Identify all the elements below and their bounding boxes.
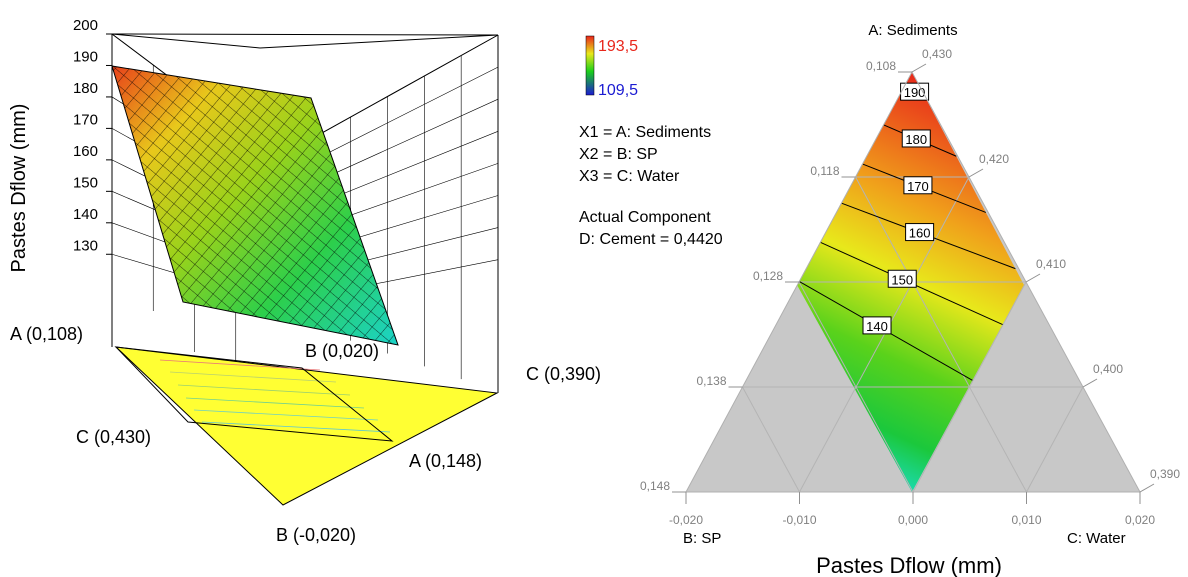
- contour-label: 190: [904, 85, 926, 100]
- contour-label-box: [905, 223, 935, 242]
- contour-label-box: [862, 316, 892, 335]
- legend-line-6: D: Cement = 0,4420: [579, 231, 723, 248]
- base-contours: [159, 359, 391, 433]
- box-edge: [111, 33, 499, 36]
- left-tick-label: 0,118: [810, 164, 839, 178]
- contour-label-box: [901, 129, 931, 148]
- legend-line-2: X2 = B: SP: [579, 146, 658, 163]
- legend-line-1: X1 = A: Sediments: [579, 124, 711, 141]
- base-triangle: [114, 346, 499, 506]
- z-axis-label: Pastes Dflow (mm): [8, 104, 30, 273]
- base-feasible-outline: [114, 346, 394, 442]
- right-tick-label: 0,410: [1036, 257, 1066, 271]
- right-tick-label: 0,400: [1093, 362, 1123, 376]
- ternary-grid-line: [855, 176, 1027, 492]
- contour-label-box: [903, 176, 933, 195]
- z-tick-label: 160: [73, 143, 98, 160]
- z-tick-label: 200: [73, 17, 98, 34]
- right-tick-mark: [968, 168, 984, 178]
- right-tick-label: 0,430: [922, 47, 952, 61]
- z-tick-label: 170: [73, 111, 98, 128]
- z-tick-label: 130: [73, 237, 98, 254]
- color-bar: [585, 35, 595, 96]
- z-axis-ticks: 200 190 180 170 160 150 140 130: [73, 17, 112, 255]
- vertex-label-b-high: B (0,020): [305, 341, 379, 361]
- box-edge: [111, 33, 261, 49]
- contour-label: 180: [905, 132, 927, 147]
- vertex-label-b-low: B (-0,020): [276, 525, 356, 545]
- right-tick-mark: [911, 63, 927, 73]
- legend-line-5: Actual Component: [579, 209, 711, 226]
- right-tick-mark: [1139, 483, 1155, 493]
- contour-label-box: [900, 82, 930, 101]
- right-tick-mark: [1082, 378, 1098, 388]
- contour-label-box: [887, 269, 917, 288]
- z-tick-label: 140: [73, 206, 98, 223]
- z-tick-label: 180: [73, 80, 98, 97]
- corner-label-right: C: Water: [1067, 530, 1126, 547]
- z-tick-label: 150: [73, 174, 98, 191]
- left-tick-label: 0,128: [753, 269, 783, 283]
- right-tick-label: 0,420: [979, 152, 1009, 166]
- bottom-tick-label: 0,010: [1011, 513, 1041, 527]
- corner-label-left: B: SP: [683, 530, 721, 547]
- color-bar-max: 193,5: [598, 38, 638, 55]
- color-bar-min: 109,5: [598, 82, 638, 99]
- vertex-label-c-high: C (0,430): [76, 427, 151, 447]
- bottom-tick-label: 0,020: [1125, 513, 1155, 527]
- ternary-grid-line: [1026, 386, 1084, 492]
- bottom-tick-label: -0,020: [669, 513, 703, 527]
- z-tick-label: 190: [73, 48, 98, 65]
- vertex-label-c-low: C (0,390): [526, 364, 601, 384]
- ternary-grid-line: [742, 386, 800, 492]
- contour-label: 140: [866, 319, 888, 334]
- left-tick-label: 0,108: [866, 59, 896, 73]
- vertex-label-a-high: A (0,108): [10, 324, 83, 344]
- left-tick-label: 0,148: [640, 479, 670, 493]
- box-edge: [259, 34, 499, 49]
- bottom-tick-label: -0,010: [782, 513, 816, 527]
- ternary-grid-line: [799, 176, 970, 492]
- ternary-x-axis-label: Pastes Dflow (mm): [816, 553, 1002, 577]
- contour-label: 170: [907, 179, 929, 194]
- contour-lines: 190 180 170 160 150 140: [798, 82, 1016, 381]
- color-legend: 193,5 109,5 X1 = A: Sediments X2 = B: SP…: [579, 35, 723, 248]
- right-tick-label: 0,390: [1150, 467, 1180, 481]
- right-tick-mark: [1025, 273, 1041, 283]
- legend-line-3: X3 = C: Water: [579, 168, 680, 185]
- surface-plot: 200 190 180 170 160 150 140 130 Pastes Dflow (m…: [8, 17, 601, 545]
- bottom-tick-label: 0,000: [898, 513, 928, 527]
- contour-label: 160: [909, 226, 931, 241]
- ternary-ticks: 0,108 0,118 0,128 0,138 0,148 0,430 0,420 0,410…: [640, 47, 1180, 527]
- surface-mesh: [112, 66, 398, 345]
- left-tick-label: 0,138: [696, 374, 726, 388]
- corner-label-top: A: Sediments: [868, 22, 957, 39]
- contour-label: 150: [891, 272, 913, 287]
- vertex-label-a-low: A (0,148): [409, 451, 482, 471]
